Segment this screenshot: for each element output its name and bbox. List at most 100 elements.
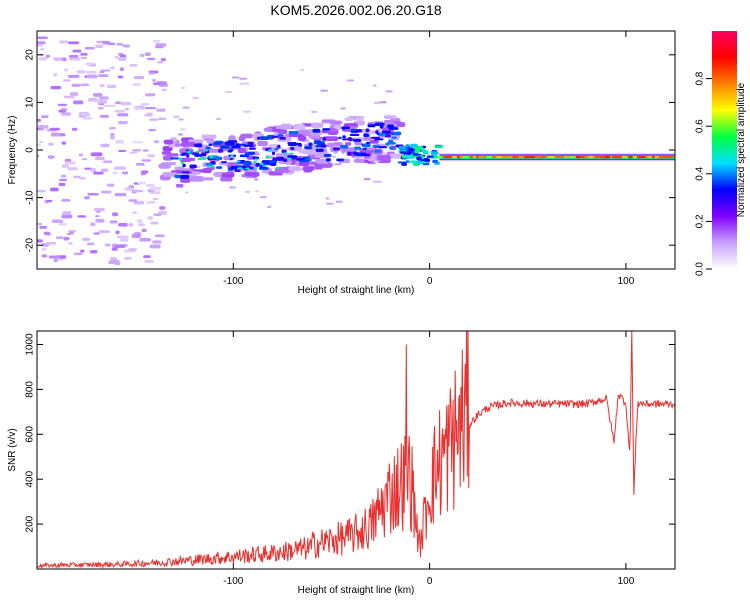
spectrogram-cell	[350, 128, 356, 132]
colorbar: 0.0 0.2 0.4 0.6 0.8 Normalized spectral ampl…	[695, 31, 747, 276]
snr-y-ticks: 200 400 600 800 1000	[25, 333, 675, 532]
spectrogram-cell	[157, 61, 164, 64]
spectrogram-cell	[69, 231, 74, 235]
spectrogram-cell	[115, 230, 120, 235]
spectrogram-cell	[59, 40, 69, 44]
spectrogram-cell	[50, 132, 61, 137]
spectrogram-cell	[220, 145, 230, 149]
spectrogram-cell	[45, 241, 57, 245]
spectrogram-cell	[63, 236, 70, 241]
spectrogram-cell	[369, 139, 379, 144]
spectrogram-cell	[195, 143, 203, 148]
spectrogram-cell	[81, 158, 87, 161]
spectrogram-cell	[158, 163, 171, 169]
spectrogram-cell	[132, 211, 137, 214]
spectrogram-cell	[153, 213, 162, 216]
spectrogram-cell	[134, 75, 145, 80]
spectrogram-cell	[231, 145, 241, 149]
spectrogram-cell	[61, 112, 72, 116]
spectrogram-cell	[87, 97, 98, 102]
spectrogram-cell	[391, 136, 398, 139]
spectrogram-cell	[575, 156, 580, 159]
spectrogram-cell	[114, 166, 127, 170]
spectrogram-cell	[401, 162, 407, 166]
spectrogram-cell	[434, 145, 444, 148]
spectrogram-cell	[367, 124, 376, 128]
spectrogram-cell	[78, 153, 84, 157]
spectrogram-cell	[154, 140, 159, 144]
y-tick-label: 600	[25, 426, 36, 443]
spectrogram-cell	[73, 252, 83, 256]
spectrogram-x-label: Height of straight line (km)	[298, 285, 415, 296]
spectrogram-cell	[299, 159, 309, 163]
spectrogram-cell	[64, 67, 69, 72]
spectrogram-cell	[69, 57, 81, 61]
spectrogram-cell	[50, 85, 62, 90]
spectrogram-cell	[40, 47, 45, 51]
spectrogram-cell	[118, 120, 128, 125]
spectrogram-cell	[177, 133, 183, 136]
spectrogram-cell	[266, 205, 272, 208]
spectrogram-cell	[415, 145, 424, 150]
spectrogram-cell	[59, 178, 67, 181]
colorbar-ticks: 0.0 0.2 0.4 0.6 0.8	[695, 71, 712, 276]
spectrogram-cell	[389, 153, 402, 159]
y-tick-label: 400	[25, 470, 36, 487]
spectrogram-cell	[200, 152, 207, 157]
spectrogram-cell	[352, 151, 358, 155]
spectrogram-cell	[48, 142, 54, 146]
y-tick-label: 0	[25, 147, 36, 153]
spectrogram-cell	[315, 159, 330, 164]
spectrogram-cell	[178, 118, 184, 121]
spectrogram-cell	[142, 149, 149, 152]
colorbar-label: Normalized spectral amplitude	[736, 82, 747, 217]
spectrogram-cell	[57, 103, 68, 107]
spectrogram-cell	[362, 147, 367, 150]
spectrogram-cell	[144, 52, 151, 56]
spectrogram-y-ticks: -20 -10 0 10 20	[25, 49, 675, 252]
spectrogram-cell	[353, 158, 367, 163]
spectrogram-cell	[170, 157, 180, 160]
y-tick-label: -10	[25, 190, 36, 205]
spectrogram-cell	[422, 150, 429, 155]
spectrogram-cell	[186, 150, 191, 153]
spectrogram-cell	[288, 166, 302, 172]
x-tick-label: -100	[223, 576, 243, 587]
spectrogram-cell	[58, 109, 66, 113]
spectrogram-cell	[184, 191, 189, 194]
x-tick-label: 0	[427, 576, 433, 587]
spectrogram-cell	[325, 202, 334, 205]
spectrogram-cell	[265, 156, 270, 159]
spectrogram-cell	[584, 156, 588, 159]
spectrogram-cell	[277, 134, 284, 137]
spectrogram-cell	[412, 153, 419, 156]
spectrogram-cell	[158, 83, 166, 86]
spectrogram-cell	[53, 258, 58, 263]
spectrogram-cell	[53, 57, 65, 61]
spectrogram-cell	[386, 141, 396, 145]
spectrogram-cell	[86, 74, 98, 79]
spectrogram-cell	[124, 187, 135, 191]
spectrogram-cell	[137, 181, 146, 185]
spectrogram-cell	[128, 199, 138, 202]
spectrogram-cell	[179, 128, 186, 131]
spectrogram-cell	[192, 97, 199, 100]
spectrogram-cell	[217, 148, 224, 153]
spectrogram-cell	[114, 192, 127, 197]
spectrogram-cell	[110, 135, 115, 140]
spectrogram-cell	[46, 199, 53, 203]
spectrogram-cell	[229, 186, 236, 189]
spectrogram-cell	[263, 127, 273, 132]
spectrogram-cell	[115, 140, 124, 144]
spectrogram-cell	[93, 171, 104, 175]
spectrogram-cell	[153, 82, 160, 85]
spectrogram-cell	[414, 149, 421, 153]
spectrogram-cell	[163, 139, 174, 145]
spectrogram-cell	[37, 41, 46, 45]
spectrogram-cell	[115, 101, 121, 105]
spectrogram-cell	[411, 160, 417, 164]
spectrogram-cell	[39, 140, 44, 144]
spectrogram-cell	[174, 166, 185, 170]
spectrogram-cell	[320, 89, 329, 92]
spectrogram-cell	[323, 136, 339, 142]
